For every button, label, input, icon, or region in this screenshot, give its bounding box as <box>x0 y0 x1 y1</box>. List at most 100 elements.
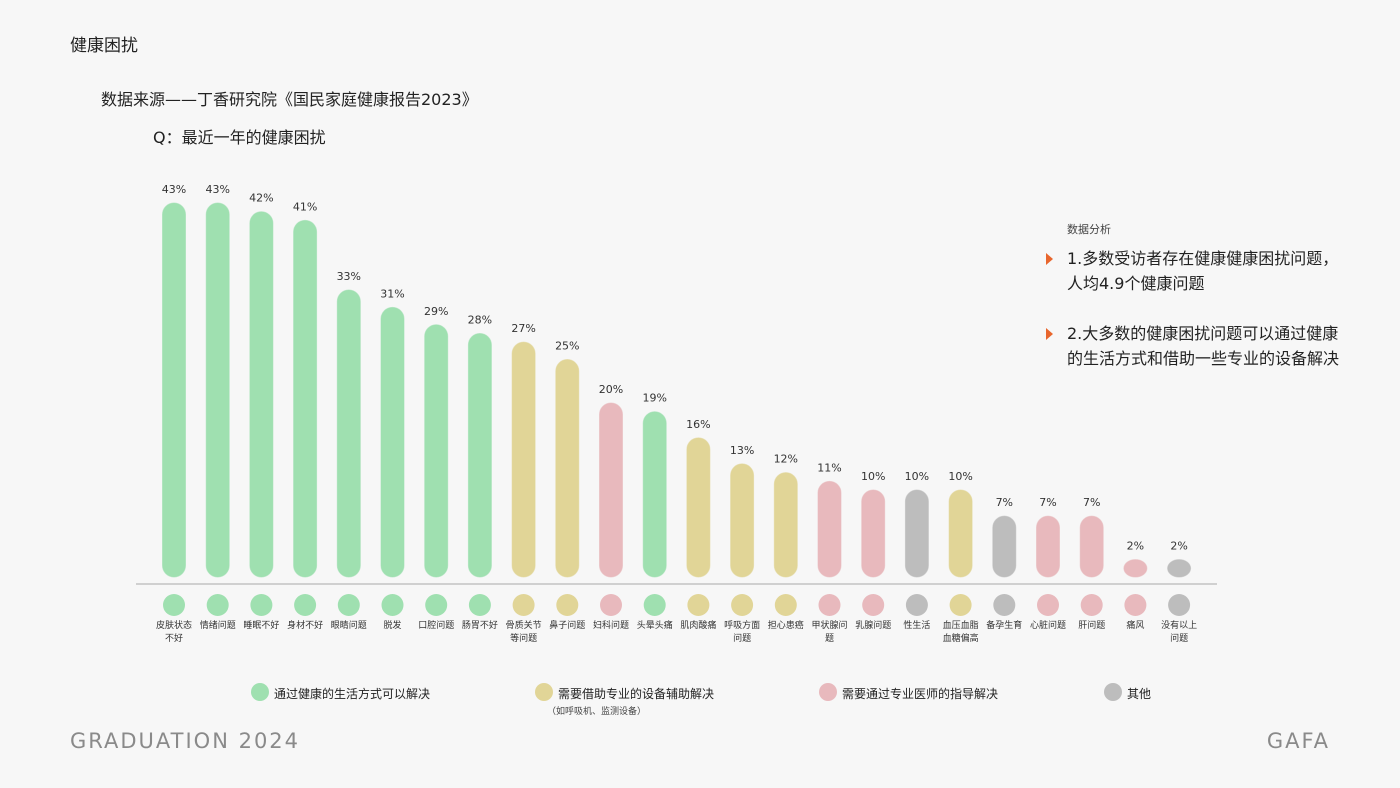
data-label: 11% <box>817 461 841 474</box>
category-label: 没有以上 <box>1161 619 1197 631</box>
category-dot <box>818 594 841 616</box>
data-label: 33% <box>337 270 361 283</box>
category-dot <box>862 594 885 616</box>
category-label: 题 <box>825 633 834 644</box>
legend-label: 其他 <box>1127 687 1152 701</box>
data-label: 16% <box>686 418 710 431</box>
bar <box>380 306 405 578</box>
analysis-point-1: 1.多数受访者存在健康健康困扰问题，人均4.9个健康问题 <box>1046 246 1346 296</box>
category-label: 担心患癌 <box>768 619 804 631</box>
data-label: 12% <box>774 453 798 466</box>
bar <box>293 219 318 578</box>
data-label: 2% <box>1127 540 1144 553</box>
data-label: 10% <box>948 470 972 483</box>
bar <box>1123 559 1148 578</box>
data-label: 19% <box>642 392 666 405</box>
chart-question: Q：最近一年的健康困扰 <box>153 128 326 147</box>
data-label: 25% <box>555 340 579 353</box>
category-dot <box>905 594 928 616</box>
category-label: 甲状腺问 <box>811 619 847 631</box>
data-label: 42% <box>249 192 273 205</box>
category-label: 问题 <box>1170 632 1188 644</box>
category-label: 情绪问题 <box>200 619 236 631</box>
data-label: 31% <box>380 287 404 300</box>
category-label: 等问题 <box>510 632 537 644</box>
category-label: 皮肤状态 <box>156 619 192 631</box>
legend-label: 需要借助专业的设备辅助解决 <box>558 687 715 701</box>
legend-dot-gray <box>1104 683 1122 701</box>
bar <box>336 289 361 578</box>
data-label: 7% <box>1083 496 1100 509</box>
category-dot <box>1124 594 1147 616</box>
bar <box>686 437 711 578</box>
category-label: 鼻子问题 <box>549 619 585 631</box>
category-dot <box>337 594 360 616</box>
category-label: 头晕头痛 <box>637 619 673 631</box>
bar <box>861 489 886 578</box>
category-dot <box>731 594 754 616</box>
category-dot <box>294 594 317 616</box>
category-dot <box>468 594 491 616</box>
bar <box>948 489 973 578</box>
category-label: 眼睛问题 <box>331 619 367 631</box>
category-dot <box>1037 594 1059 616</box>
bar <box>730 463 755 578</box>
data-label: 43% <box>205 183 229 196</box>
data-label: 20% <box>599 383 623 396</box>
data-label: 43% <box>162 183 186 196</box>
bar <box>249 211 274 578</box>
category-label: 身材不好 <box>287 619 323 631</box>
category-dot <box>556 594 579 616</box>
category-dot <box>643 594 666 616</box>
triangle-bullet-icon <box>1046 328 1053 340</box>
category-label: 睡眠不好 <box>243 619 279 631</box>
legend-label: 通过健康的生活方式可以解决 <box>274 687 431 701</box>
data-source: 数据来源——丁香研究院《国民家庭健康报告2023》 <box>101 90 478 109</box>
bar <box>1036 515 1060 578</box>
category-dot <box>381 594 404 616</box>
bar <box>599 402 623 578</box>
bar <box>205 202 230 578</box>
category-label: 性生活 <box>903 619 930 631</box>
data-label: 27% <box>511 322 535 335</box>
bar <box>511 341 536 578</box>
analysis-point-text: 1.多数受访者存在健康健康困扰问题，人均4.9个健康问题 <box>1067 249 1339 293</box>
category-label: 备孕生育 <box>986 619 1022 631</box>
bar <box>1079 515 1104 578</box>
data-label: 13% <box>730 444 754 457</box>
bar <box>162 202 186 578</box>
bar <box>1167 559 1192 578</box>
data-label: 2% <box>1170 540 1187 553</box>
category-dot <box>1168 594 1191 616</box>
footer-graduation: GRADUATION 2024 <box>70 729 301 753</box>
category-dot <box>949 594 972 616</box>
legend-dot-green <box>251 683 269 701</box>
category-dot <box>600 594 622 616</box>
footer-brand: GAFA <box>1266 729 1330 753</box>
bar <box>904 489 929 578</box>
bar <box>424 324 449 578</box>
category-dot <box>774 594 797 616</box>
category-dot <box>1080 594 1103 616</box>
category-dot <box>250 594 273 616</box>
analysis-heading: 数据分析 <box>1067 223 1111 236</box>
legend-dot-pink <box>819 683 837 701</box>
category-label: 不好 <box>165 632 183 644</box>
data-label: 28% <box>468 313 492 326</box>
category-label: 血压血脂 <box>943 619 979 631</box>
category-label: 问题 <box>733 632 751 644</box>
data-label: 7% <box>996 496 1013 509</box>
category-dot <box>206 594 229 616</box>
bar <box>773 472 798 578</box>
category-label: 乳腺问题 <box>855 619 891 631</box>
category-label: 口腔问题 <box>418 619 454 631</box>
legend-label: 需要通过专业医师的指导解决 <box>842 687 999 701</box>
triangle-bullet-icon <box>1046 253 1053 265</box>
category-label: 痛风 <box>1126 619 1144 631</box>
category-label: 妇科问题 <box>593 619 629 631</box>
analysis-point-2: 2.大多数的健康困扰问题可以通过健康的生活方式和借助一些专业的设备解决 <box>1046 321 1346 371</box>
legend-sublabel: （如呼吸机、监测设备） <box>547 707 647 717</box>
bar <box>992 515 1017 578</box>
data-label: 41% <box>293 200 317 213</box>
